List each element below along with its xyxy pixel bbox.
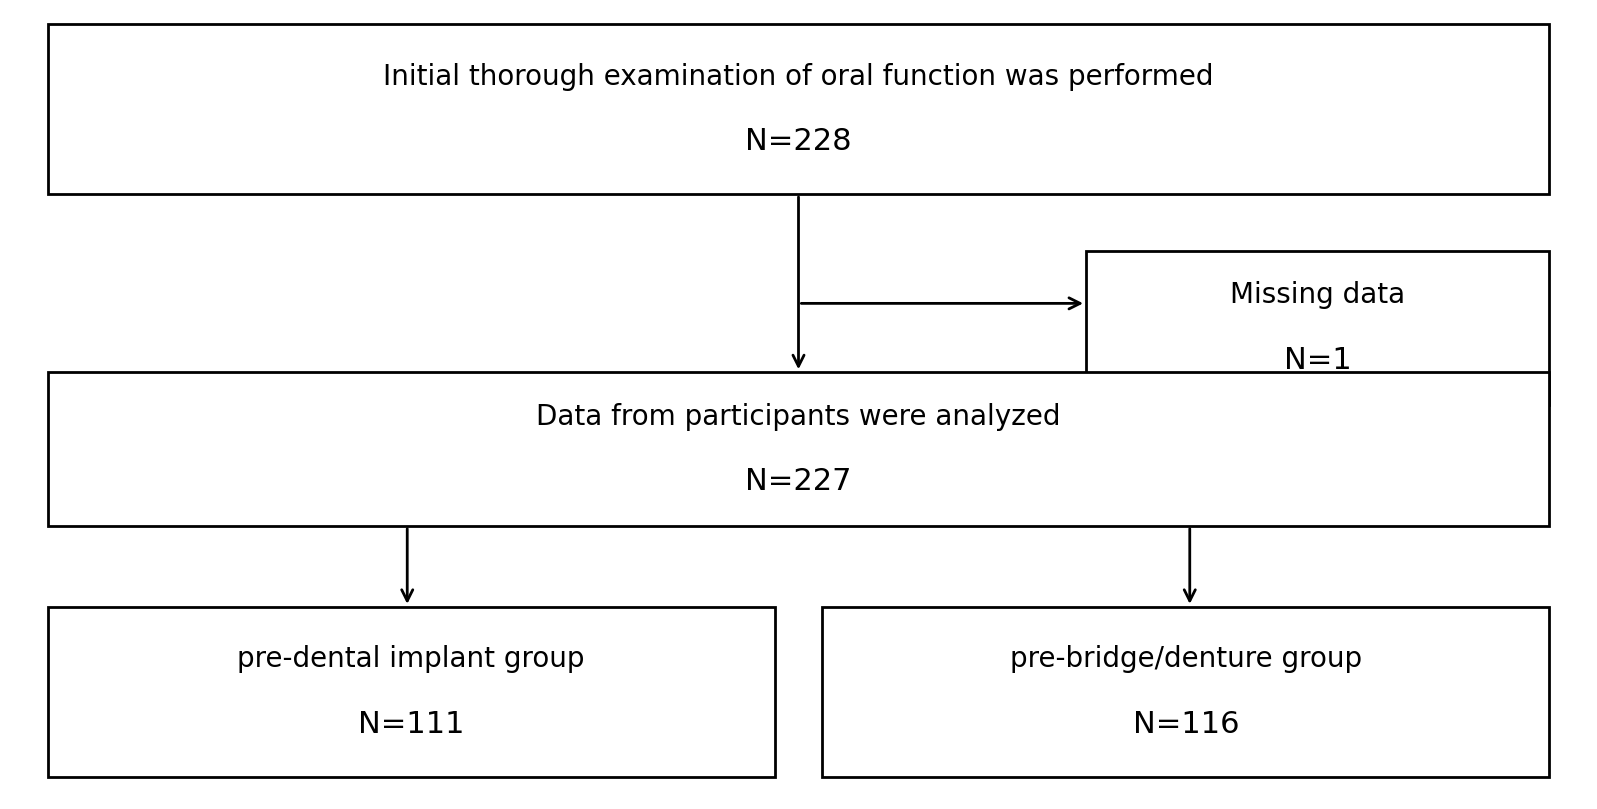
Text: Data from participants were analyzed: Data from participants were analyzed — [537, 403, 1060, 430]
Bar — [48, 607, 775, 777]
Text: N=111: N=111 — [358, 709, 465, 739]
Text: N=228: N=228 — [746, 127, 851, 156]
Bar — [1086, 251, 1549, 404]
Text: N=116: N=116 — [1132, 709, 1239, 739]
Text: N=1: N=1 — [1284, 345, 1351, 375]
Text: pre-bridge/denture group: pre-bridge/denture group — [1009, 646, 1362, 673]
Text: N=227: N=227 — [746, 467, 851, 496]
Bar — [48, 24, 1549, 194]
Bar — [822, 607, 1549, 777]
Text: Initial thorough examination of oral function was performed: Initial thorough examination of oral fun… — [383, 63, 1214, 91]
Text: pre-dental implant group: pre-dental implant group — [238, 646, 585, 673]
Text: Missing data: Missing data — [1230, 282, 1405, 309]
Bar — [48, 372, 1549, 526]
